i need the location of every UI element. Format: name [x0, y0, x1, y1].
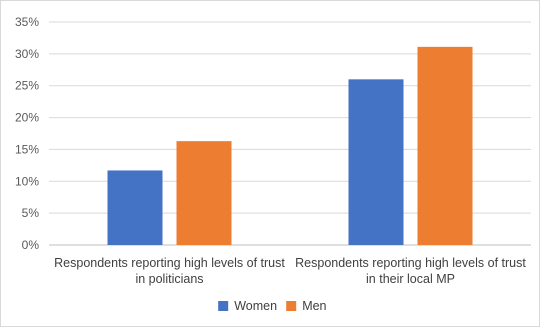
y-tick-label: 35% — [15, 15, 39, 29]
y-axis-ticks: 0% 5% 10% 15% 20% 25% 30% 35% — [15, 15, 39, 252]
category-label-line: in their local MP — [366, 272, 455, 286]
y-tick-label: 20% — [15, 111, 39, 125]
bar-women-2 — [348, 79, 404, 245]
y-tick-label: 15% — [15, 142, 39, 156]
y-tick-label: 30% — [15, 47, 39, 61]
bar-men-1 — [176, 141, 232, 245]
legend-swatch — [286, 301, 297, 311]
y-tick-label: 5% — [22, 206, 40, 220]
category-label-line: Respondents reporting high levels of tru… — [54, 256, 285, 270]
legend-label: Women — [234, 299, 277, 313]
y-tick-label: 25% — [15, 79, 39, 93]
x-axis-categories: Respondents reporting high levels of tru… — [54, 256, 526, 286]
bar-women-1 — [107, 170, 163, 245]
category-label: Respondents reporting high levels of tru… — [295, 256, 526, 286]
category-label: Respondents reporting high levels of tru… — [54, 256, 285, 286]
category-label-line: Respondents reporting high levels of tru… — [295, 256, 526, 270]
legend-label: Men — [302, 299, 326, 313]
bars — [107, 46, 473, 245]
legend: Women Men — [218, 299, 327, 313]
y-tick-label: 10% — [15, 174, 39, 188]
legend-swatch — [218, 301, 229, 311]
bar-men-2 — [417, 46, 473, 245]
category-label-line: in politicians — [135, 272, 203, 286]
y-tick-label: 0% — [22, 238, 40, 252]
